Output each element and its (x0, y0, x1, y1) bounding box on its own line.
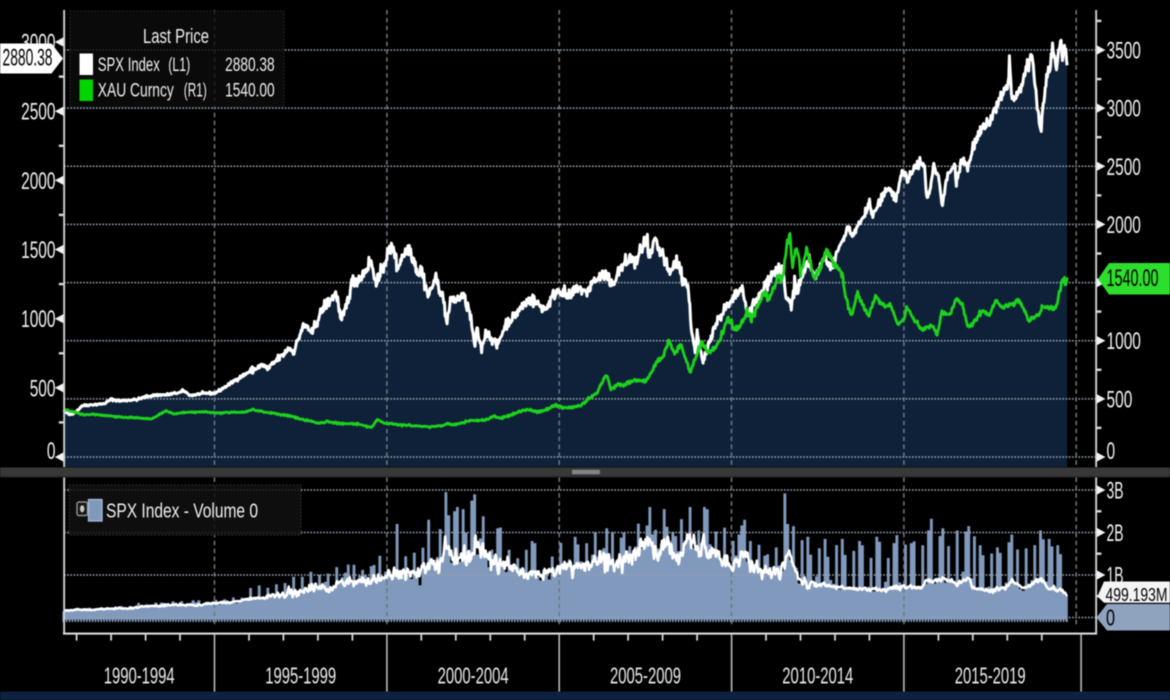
svg-text:0: 0 (1107, 438, 1116, 465)
svg-text:1990-1994: 1990-1994 (104, 663, 175, 689)
svg-text:2880.38: 2880.38 (3, 45, 53, 72)
svg-text:SPX Index - Volume 0: SPX Index - Volume 0 (106, 501, 258, 523)
svg-text:1000: 1000 (21, 306, 55, 333)
svg-text:499.193M: 499.193M (1106, 585, 1168, 605)
svg-text:2880.38: 2880.38 (225, 55, 275, 76)
svg-text:2500: 2500 (21, 99, 55, 126)
svg-text:(L1): (L1) (168, 55, 190, 76)
svg-text:1995-1999: 1995-1999 (265, 663, 336, 689)
svg-text:3B: 3B (1107, 478, 1124, 505)
svg-text:2B: 2B (1107, 520, 1124, 547)
svg-text:500: 500 (30, 375, 56, 402)
svg-text:3500: 3500 (1107, 38, 1141, 65)
svg-text:SPX Index: SPX Index (98, 55, 160, 76)
svg-text:Last Price: Last Price (143, 26, 209, 48)
svg-text:0: 0 (1106, 605, 1115, 631)
svg-text:2005-2009: 2005-2009 (610, 663, 681, 689)
svg-text:1000: 1000 (1107, 328, 1141, 355)
svg-text:1540.00: 1540.00 (225, 80, 275, 101)
svg-text:0: 0 (47, 438, 56, 465)
svg-text:2500: 2500 (1107, 154, 1141, 181)
svg-text:XAU Curncy: XAU Curncy (98, 80, 174, 101)
svg-text:(R1): (R1) (184, 80, 207, 101)
svg-text:1540.00: 1540.00 (1107, 265, 1159, 292)
svg-text:2000: 2000 (1107, 212, 1141, 239)
svg-text:2010-2014: 2010-2014 (782, 663, 853, 689)
svg-text:2000: 2000 (21, 168, 55, 195)
svg-text:3000: 3000 (1107, 96, 1141, 123)
svg-text:500: 500 (1107, 386, 1133, 413)
svg-text:2015-2019: 2015-2019 (955, 663, 1026, 689)
svg-text:1500: 1500 (21, 237, 55, 264)
svg-text:2000-2004: 2000-2004 (438, 663, 509, 689)
